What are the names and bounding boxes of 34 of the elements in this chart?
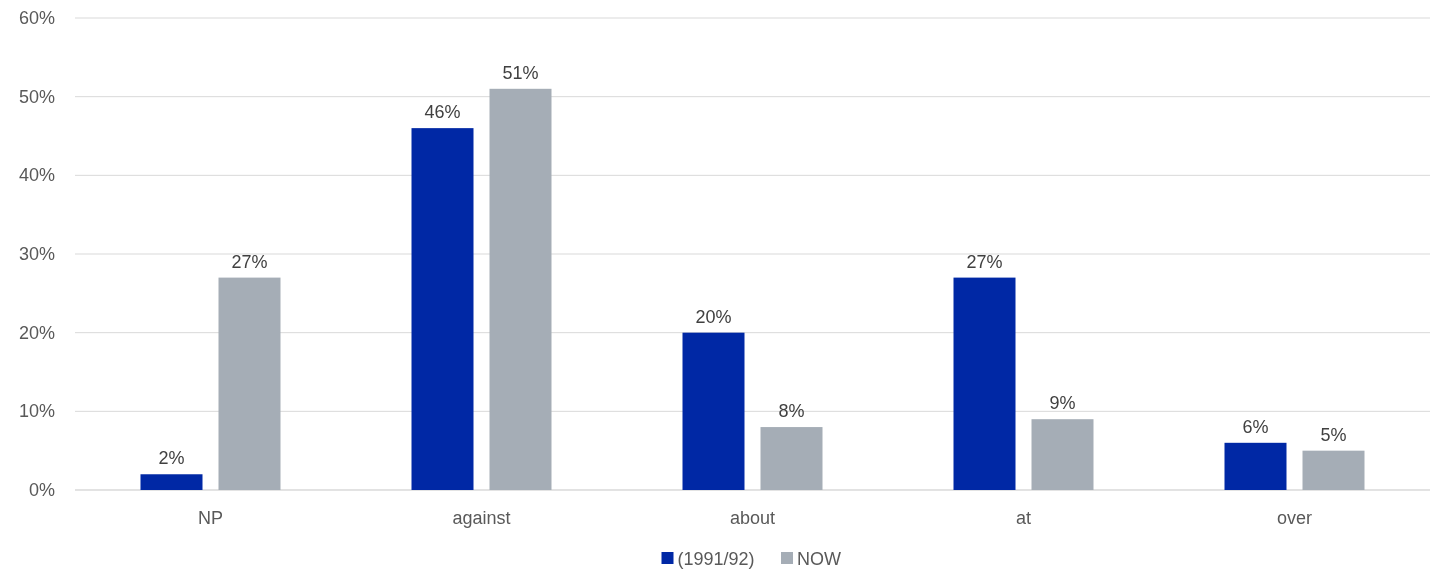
bar xyxy=(1302,450,1365,490)
y-tick-label: 10% xyxy=(18,401,55,422)
bar xyxy=(760,427,823,490)
bar xyxy=(411,128,474,490)
bar xyxy=(218,277,281,490)
data-label: 46% xyxy=(424,102,461,123)
x-tick-label: at xyxy=(1015,508,1032,528)
y-tick-label: 40% xyxy=(18,165,55,186)
bar xyxy=(953,277,1016,490)
x-tick-label: against xyxy=(452,508,511,528)
bar xyxy=(682,332,745,490)
data-label: 8% xyxy=(778,401,805,422)
y-tick-label: 30% xyxy=(18,244,55,264)
data-label: 27% xyxy=(231,251,268,272)
y-tick-label: 60% xyxy=(18,8,55,28)
data-label: 2% xyxy=(158,448,185,469)
data-label: 6% xyxy=(1242,416,1269,437)
x-tick-label: about xyxy=(729,508,776,528)
bar xyxy=(489,88,552,490)
bar xyxy=(1031,419,1094,490)
y-tick-label: 50% xyxy=(18,86,55,107)
data-label: 5% xyxy=(1320,424,1347,445)
x-tick-label: over xyxy=(1276,508,1313,528)
y-tick-label: 20% xyxy=(18,322,55,343)
x-tick-label: NP xyxy=(197,508,224,528)
data-label: 51% xyxy=(502,62,539,83)
data-label: 27% xyxy=(966,251,1003,272)
legend-label: (1991/92) xyxy=(677,549,755,569)
data-label: 20% xyxy=(695,306,732,327)
legend-label: NOW xyxy=(797,549,841,569)
y-tick-label: 0% xyxy=(28,480,55,500)
bar xyxy=(1224,442,1287,490)
data-label: 9% xyxy=(1049,393,1076,414)
bar xyxy=(140,474,203,490)
